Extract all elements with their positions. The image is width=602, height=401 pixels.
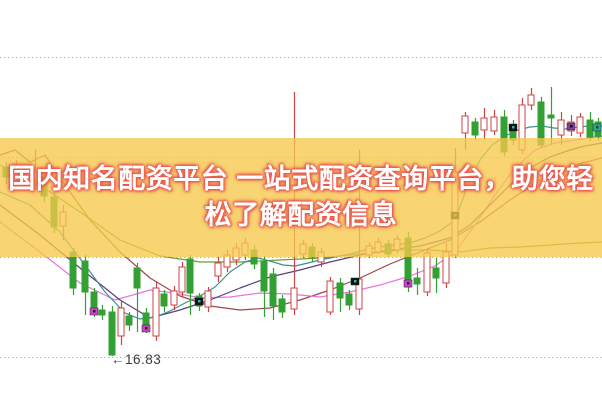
ad-banner-overlay: 国内知名配资平台 一站式配资查询平台，助您轻 松了解配资信息 [0, 138, 602, 257]
banner-headline-line2: 松了解配资信息 [204, 199, 398, 230]
ad-banner-headline: 国内知名配资平台 一站式配资查询平台，助您轻 松了解配资信息 [0, 162, 602, 233]
left-arrow-icon: ← [111, 352, 125, 367]
banner-headline-line1: 国内知名配资平台 一站式配资查询平台，助您轻 [8, 164, 594, 194]
low-price-value: 16.83 [125, 352, 162, 367]
low-price-annotation: ←16.83 [111, 352, 161, 367]
